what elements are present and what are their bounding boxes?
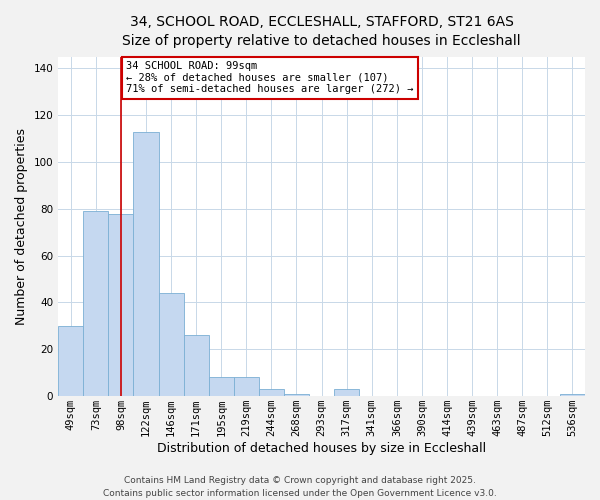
Title: 34, SCHOOL ROAD, ECCLESHALL, STAFFORD, ST21 6AS
Size of property relative to det: 34, SCHOOL ROAD, ECCLESHALL, STAFFORD, S…: [122, 15, 521, 48]
Bar: [184, 336, 209, 396]
Bar: [334, 389, 359, 396]
Bar: [284, 394, 309, 396]
Text: Contains HM Land Registry data © Crown copyright and database right 2025.
Contai: Contains HM Land Registry data © Crown c…: [103, 476, 497, 498]
Bar: [158, 293, 184, 396]
Y-axis label: Number of detached properties: Number of detached properties: [15, 128, 28, 325]
X-axis label: Distribution of detached houses by size in Eccleshall: Distribution of detached houses by size …: [157, 442, 486, 455]
Bar: [209, 378, 234, 396]
Bar: [133, 132, 158, 396]
Bar: [560, 394, 585, 396]
Bar: [109, 214, 133, 396]
Text: 34 SCHOOL ROAD: 99sqm
← 28% of detached houses are smaller (107)
71% of semi-det: 34 SCHOOL ROAD: 99sqm ← 28% of detached …: [126, 62, 413, 94]
Bar: [234, 378, 259, 396]
Bar: [83, 211, 109, 396]
Bar: [58, 326, 83, 396]
Bar: [259, 389, 284, 396]
